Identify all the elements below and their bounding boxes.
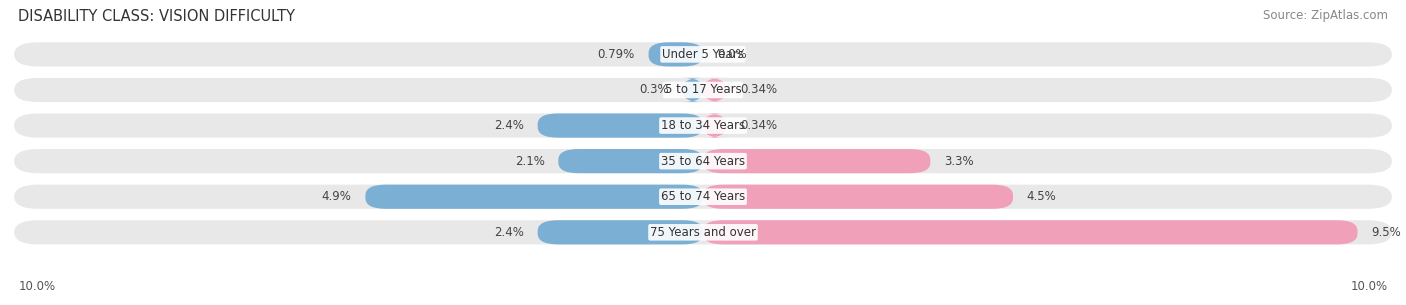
Text: 0.34%: 0.34% <box>740 84 778 96</box>
Text: 10.0%: 10.0% <box>18 280 55 293</box>
FancyBboxPatch shape <box>14 185 1392 209</box>
FancyBboxPatch shape <box>682 78 703 102</box>
FancyBboxPatch shape <box>14 113 1392 138</box>
FancyBboxPatch shape <box>14 42 1392 66</box>
Text: 75 Years and over: 75 Years and over <box>650 226 756 239</box>
Text: 9.5%: 9.5% <box>1371 226 1400 239</box>
FancyBboxPatch shape <box>703 220 1358 244</box>
FancyBboxPatch shape <box>14 78 1392 102</box>
FancyBboxPatch shape <box>366 185 703 209</box>
Text: 2.4%: 2.4% <box>494 226 524 239</box>
Text: 0.3%: 0.3% <box>638 84 669 96</box>
FancyBboxPatch shape <box>648 42 703 66</box>
Text: 0.34%: 0.34% <box>740 119 778 132</box>
Text: Under 5 Years: Under 5 Years <box>662 48 744 61</box>
FancyBboxPatch shape <box>537 113 703 138</box>
Text: 2.1%: 2.1% <box>515 155 544 168</box>
Text: 0.79%: 0.79% <box>598 48 634 61</box>
Text: Source: ZipAtlas.com: Source: ZipAtlas.com <box>1263 9 1388 22</box>
FancyBboxPatch shape <box>537 220 703 244</box>
Text: 65 to 74 Years: 65 to 74 Years <box>661 190 745 203</box>
Text: 18 to 34 Years: 18 to 34 Years <box>661 119 745 132</box>
Text: 5 to 17 Years: 5 to 17 Years <box>665 84 741 96</box>
Text: 2.4%: 2.4% <box>494 119 524 132</box>
FancyBboxPatch shape <box>558 149 703 173</box>
Text: 3.3%: 3.3% <box>945 155 974 168</box>
Text: DISABILITY CLASS: VISION DIFFICULTY: DISABILITY CLASS: VISION DIFFICULTY <box>18 9 295 24</box>
FancyBboxPatch shape <box>14 220 1392 244</box>
FancyBboxPatch shape <box>703 185 1012 209</box>
Text: 4.5%: 4.5% <box>1026 190 1056 203</box>
Text: 10.0%: 10.0% <box>1351 280 1388 293</box>
Text: 0.0%: 0.0% <box>717 48 747 61</box>
Text: 35 to 64 Years: 35 to 64 Years <box>661 155 745 168</box>
Text: 4.9%: 4.9% <box>322 190 352 203</box>
FancyBboxPatch shape <box>703 149 931 173</box>
FancyBboxPatch shape <box>14 149 1392 173</box>
FancyBboxPatch shape <box>703 78 727 102</box>
FancyBboxPatch shape <box>703 113 727 138</box>
